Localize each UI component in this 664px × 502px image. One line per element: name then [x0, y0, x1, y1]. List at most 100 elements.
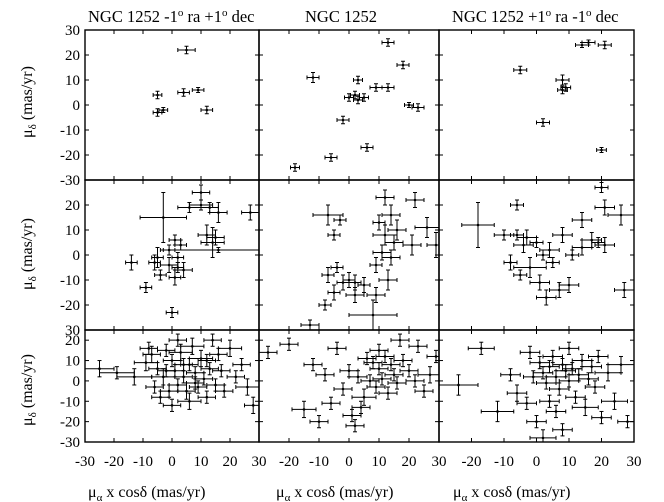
point-marker [341, 281, 345, 284]
point-marker [374, 86, 378, 89]
point-marker [311, 363, 315, 366]
point-marker [392, 373, 396, 377]
data-point [381, 38, 395, 47]
data-point [584, 380, 606, 394]
point-marker [159, 273, 162, 277]
data-point [212, 364, 231, 378]
data-point [387, 376, 407, 390]
point-marker [133, 375, 136, 379]
point-marker [398, 338, 402, 342]
point-marker [515, 391, 519, 395]
point-marker [228, 347, 232, 350]
data-point [342, 408, 362, 423]
data-point [552, 227, 573, 243]
data-point [467, 341, 495, 355]
data-point [557, 85, 568, 95]
point-marker [199, 191, 203, 194]
data-point [552, 423, 573, 437]
data-point [191, 87, 205, 93]
panel-r1-c3 [438, 29, 635, 181]
x-tick-label: 20 [594, 454, 609, 470]
data-point [513, 65, 528, 75]
data-point [200, 362, 219, 376]
data-point [384, 234, 404, 251]
point-marker [217, 353, 220, 356]
data-point [300, 319, 320, 331]
data-point [351, 400, 371, 414]
point-marker [98, 367, 101, 370]
point-marker [217, 248, 220, 252]
point-marker [173, 276, 177, 279]
data-point [303, 358, 323, 372]
point-marker [580, 218, 584, 222]
point-marker [535, 420, 538, 423]
point-marker [538, 281, 542, 284]
data-point [558, 341, 580, 355]
point-marker [208, 206, 211, 209]
data-point [381, 204, 401, 226]
data-point [480, 400, 515, 423]
x-tick-label: 30 [432, 454, 447, 470]
data-point [503, 254, 518, 271]
point-marker [380, 251, 384, 254]
data-point [426, 232, 440, 258]
data-point [607, 204, 635, 226]
point-marker [407, 369, 411, 373]
point-marker [600, 416, 603, 419]
point-marker [567, 347, 571, 350]
point-marker [347, 369, 351, 373]
data-point [513, 237, 534, 253]
data-point [154, 269, 167, 281]
point-marker [205, 233, 209, 237]
point-marker [115, 371, 119, 375]
point-marker [353, 281, 357, 284]
point-marker [214, 236, 217, 239]
data-point [565, 249, 580, 261]
data-point [191, 184, 211, 201]
point-marker [211, 241, 214, 244]
data-point [555, 364, 576, 378]
y-axis-label-row2: μδ (mas/yr) [19, 218, 39, 290]
data-point [197, 390, 216, 404]
point-marker [548, 365, 551, 368]
data-point [151, 247, 164, 268]
point-marker [164, 349, 168, 352]
point-marker [153, 385, 156, 389]
data-point [565, 390, 586, 404]
data-point [414, 384, 434, 398]
x-tick-label: 10 [372, 454, 387, 470]
data-point [384, 368, 404, 382]
point-marker [167, 248, 171, 252]
point-marker [413, 198, 417, 202]
data-point [405, 192, 425, 208]
point-marker [603, 243, 607, 247]
data-point [333, 214, 347, 226]
y-tick-label: 20 [65, 48, 80, 64]
point-marker [587, 377, 590, 381]
data-point [614, 282, 635, 298]
point-marker [383, 355, 387, 358]
point-marker [518, 273, 522, 277]
point-marker [541, 436, 545, 440]
point-marker [380, 377, 384, 381]
x-tick-label: -10 [133, 454, 153, 470]
point-marker [554, 375, 558, 379]
point-marker [341, 118, 345, 122]
point-marker [371, 361, 375, 364]
point-marker [496, 410, 499, 413]
y-tick-label: 30 [65, 323, 80, 339]
point-marker [425, 226, 429, 229]
data-point [139, 282, 153, 293]
point-marker [593, 385, 597, 389]
panel-r3-c3 [438, 329, 635, 443]
point-marker [600, 148, 603, 152]
point-marker [583, 406, 587, 409]
data-point [513, 257, 547, 278]
y-tick-label: -20 [60, 415, 80, 431]
data-point [186, 376, 205, 390]
point-marker [193, 381, 197, 385]
point-marker [619, 363, 623, 366]
data-point [232, 358, 251, 372]
data-point [309, 415, 329, 429]
point-marker [377, 221, 381, 224]
